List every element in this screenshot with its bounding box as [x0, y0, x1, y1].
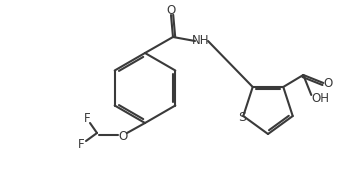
Text: O: O [324, 78, 333, 90]
Text: F: F [78, 139, 84, 152]
Text: OH: OH [311, 92, 329, 106]
Text: NH: NH [192, 34, 210, 48]
Text: S: S [238, 111, 246, 124]
Text: O: O [166, 3, 176, 16]
Text: O: O [119, 130, 127, 143]
Text: F: F [84, 112, 90, 125]
